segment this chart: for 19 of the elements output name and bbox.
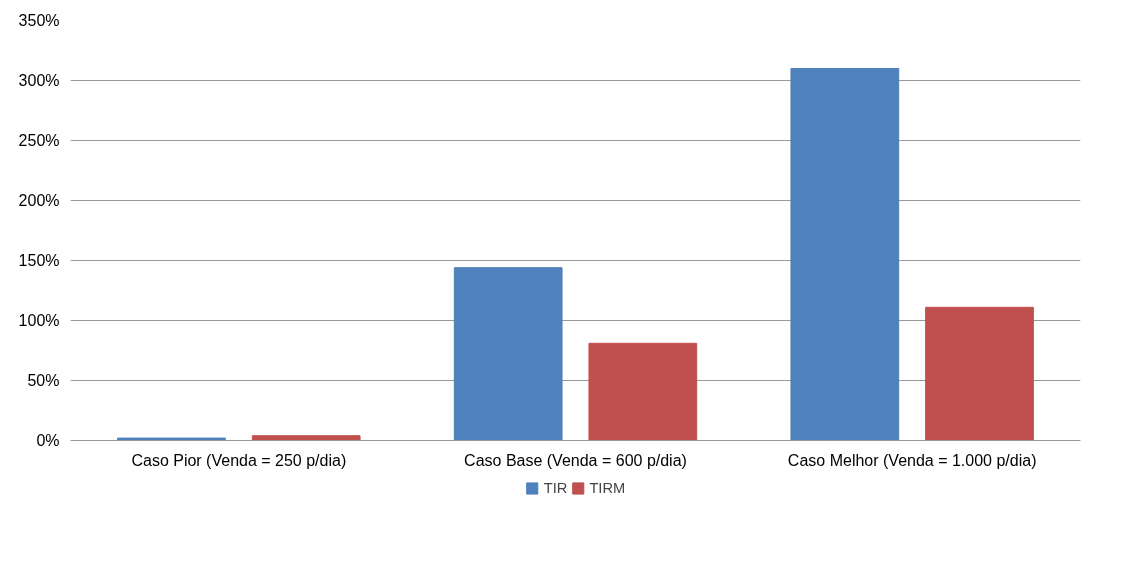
bar: [588, 342, 698, 441]
y-tick-label: 0%: [36, 432, 60, 449]
x-tick-label: Caso Melhor (Venda = 1.000 p/dia): [787, 451, 1037, 469]
x-tick-label: Caso Base (Venda = 600 p/dia): [464, 451, 687, 469]
legend-label: TIR: [543, 480, 568, 496]
bar: [117, 437, 226, 441]
bar: [453, 267, 563, 441]
y-tick-label: 100%: [18, 312, 60, 329]
bar: [251, 435, 361, 441]
x-tick-label: Caso Pior (Venda = 250 p/dia): [131, 451, 347, 469]
y-tick-label: 350%: [18, 12, 60, 29]
bar: [790, 68, 900, 441]
bar: [925, 306, 1034, 441]
y-tick-label: 150%: [18, 252, 60, 269]
y-tick-label: 200%: [18, 192, 60, 209]
legend-label: TIRM: [589, 480, 626, 496]
y-tick-label: 250%: [18, 132, 60, 149]
y-tick-label: 50%: [27, 372, 60, 389]
y-tick-label: 300%: [18, 72, 60, 89]
